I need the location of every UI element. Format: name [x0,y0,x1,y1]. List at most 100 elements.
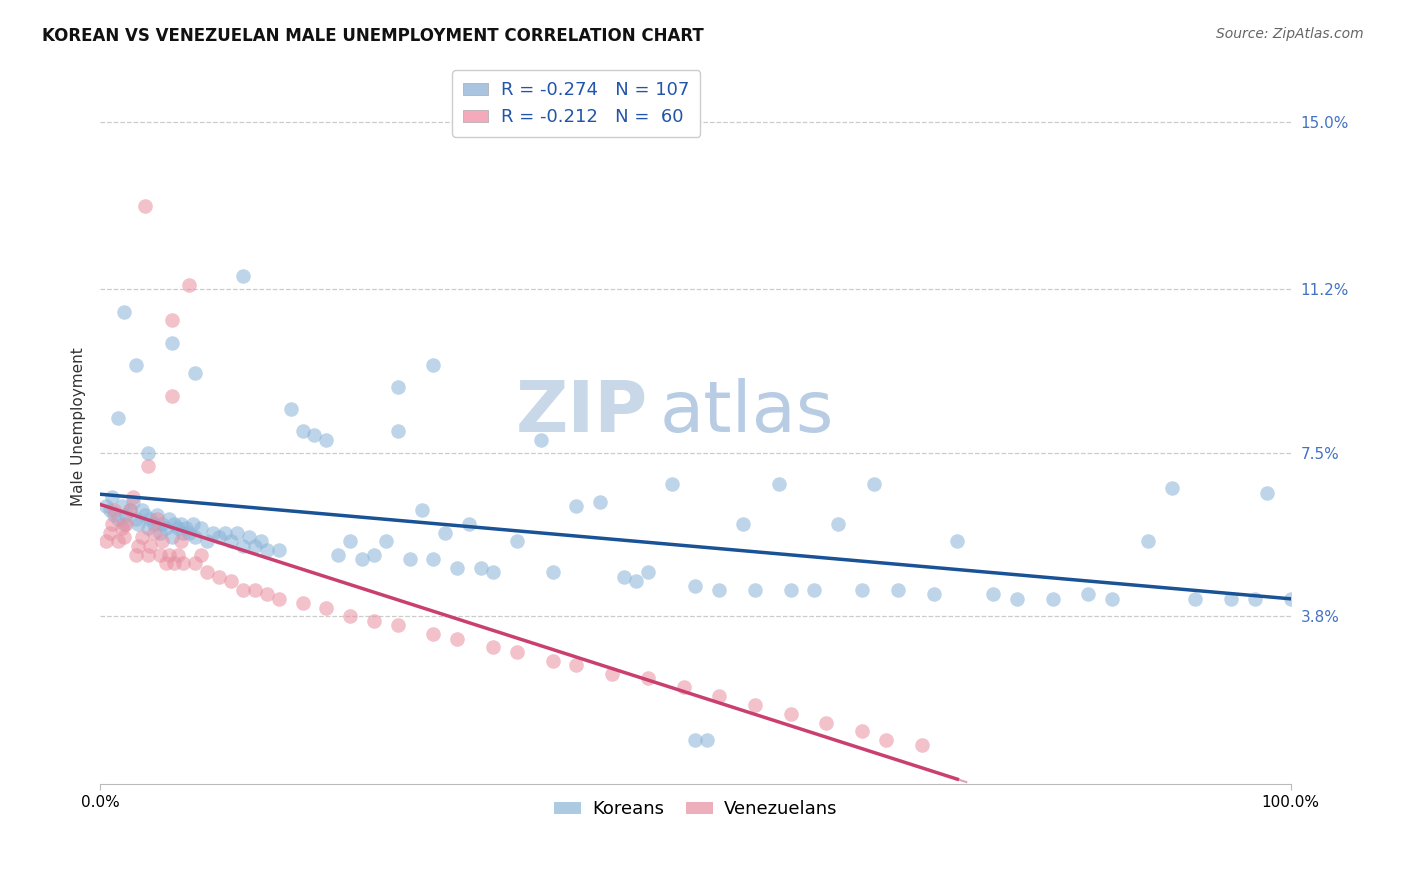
Point [731,516,754,531]
Point [103,508,125,522]
Point [110,521,132,535]
Y-axis label: Male Unemployment: Male Unemployment [72,347,86,506]
Point [589,494,612,508]
Point [139,512,162,526]
Point [422,627,444,641]
Point [107,410,129,425]
Point [709,689,731,703]
Point [482,566,505,580]
Point [149,548,172,562]
Point [458,516,481,531]
Point [136,446,159,460]
Point [163,516,186,531]
Point [107,534,129,549]
Point [112,530,135,544]
Point [446,561,468,575]
Point [179,278,201,293]
Point [315,433,337,447]
Point [1005,591,1028,606]
Point [256,587,278,601]
Point [195,534,218,549]
Point [238,530,260,544]
Point [134,198,156,212]
Point [190,521,212,535]
Point [422,358,444,372]
Point [851,724,873,739]
Point [981,587,1004,601]
Point [815,715,838,730]
Point [172,557,194,571]
Point [155,557,177,571]
Point [434,525,457,540]
Point [170,534,193,549]
Point [565,658,588,673]
Point [339,534,361,549]
Point [98,503,121,517]
Point [214,525,236,540]
Point [328,548,350,562]
Point [387,424,409,438]
Point [672,680,695,694]
Point [155,521,177,535]
Point [565,499,588,513]
Point [411,503,433,517]
Point [184,530,207,544]
Point [142,516,165,531]
Point [94,534,117,549]
Point [118,503,141,517]
Point [131,530,153,544]
Point [115,508,138,522]
Point [875,733,897,747]
Point [136,548,159,562]
Point [170,516,193,531]
Point [184,367,207,381]
Point [208,570,231,584]
Point [482,640,505,655]
Point [352,552,374,566]
Point [101,516,124,531]
Point [267,543,290,558]
Point [779,706,801,721]
Point [115,516,138,531]
Point [195,566,218,580]
Point [1136,534,1159,549]
Point [863,477,886,491]
Text: KOREAN VS VENEZUELAN MALE UNEMPLOYMENT CORRELATION CHART: KOREAN VS VENEZUELAN MALE UNEMPLOYMENT C… [42,27,704,45]
Point [911,738,934,752]
Point [422,552,444,566]
Point [101,490,124,504]
Point [803,582,825,597]
Point [139,539,162,553]
Point [98,525,121,540]
Point [1160,481,1182,495]
Point [696,733,718,747]
Point [232,269,254,284]
Point [744,698,766,712]
Point [208,530,231,544]
Point [256,543,278,558]
Point [530,433,553,447]
Point [637,672,659,686]
Point [613,570,636,584]
Point [624,574,647,589]
Point [163,557,186,571]
Point [112,516,135,531]
Point [267,591,290,606]
Point [922,587,945,601]
Point [280,401,302,416]
Point [243,539,266,553]
Point [600,667,623,681]
Point [1077,587,1099,601]
Text: Source: ZipAtlas.com: Source: ZipAtlas.com [1216,27,1364,41]
Point [136,521,159,535]
Legend: Koreans, Venezuelans: Koreans, Venezuelans [547,793,844,825]
Point [387,380,409,394]
Point [243,582,266,597]
Point [125,358,148,372]
Point [291,424,314,438]
Point [190,548,212,562]
Point [946,534,969,549]
Point [160,335,183,350]
Point [637,566,659,580]
Point [506,534,529,549]
